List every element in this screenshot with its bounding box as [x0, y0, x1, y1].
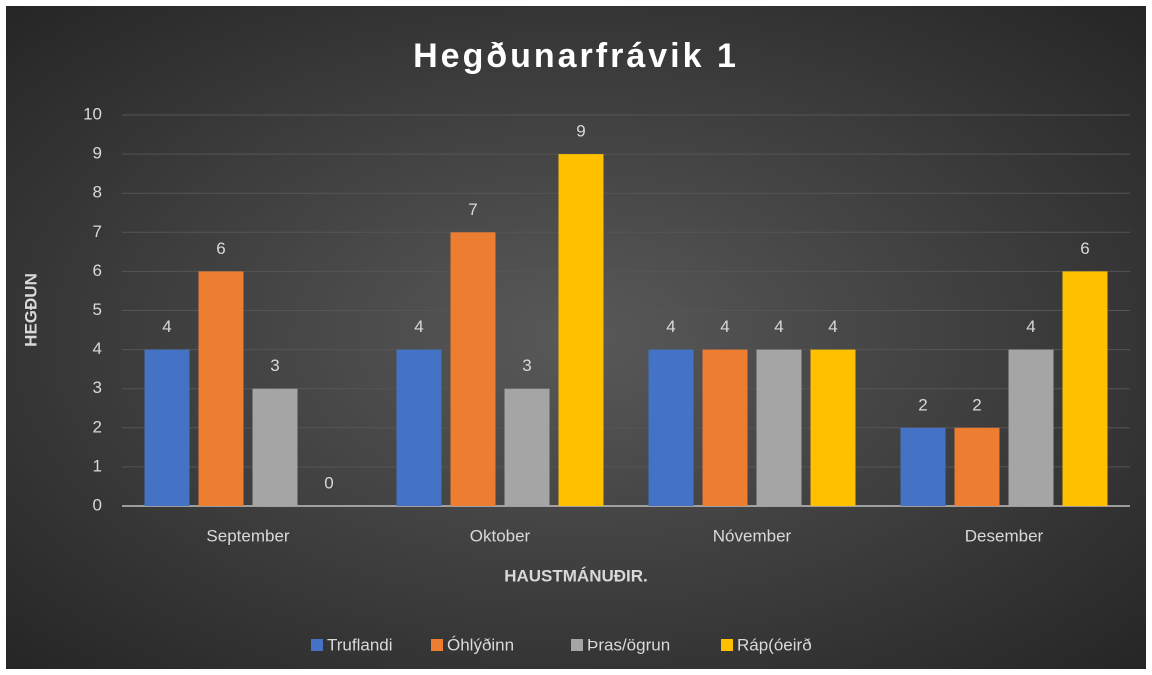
bar [558, 154, 604, 506]
y-tick-label: 10 [83, 104, 102, 123]
data-label: 4 [828, 317, 837, 336]
legend-label: Þras/ögrun [587, 635, 670, 654]
bar [198, 271, 244, 506]
legend-swatch [571, 639, 583, 651]
bar [396, 349, 442, 506]
x-tick-label: Oktober [470, 526, 531, 545]
data-label: 9 [576, 122, 585, 141]
data-label: 3 [522, 356, 531, 375]
y-tick-label: 0 [93, 495, 102, 514]
legend-swatch [311, 639, 323, 651]
data-label: 4 [162, 317, 171, 336]
legend-label: Óhlýðinn [447, 635, 514, 654]
bar [504, 388, 550, 506]
y-tick-label: 7 [93, 222, 102, 241]
data-label: 2 [972, 395, 981, 414]
y-tick-label: 4 [93, 339, 102, 358]
data-label: 6 [1080, 239, 1089, 258]
bar [648, 349, 694, 506]
y-tick-label: 9 [93, 144, 102, 163]
data-label: 7 [468, 200, 477, 219]
bar [810, 349, 856, 506]
bar [954, 427, 1000, 506]
bar [450, 232, 496, 507]
data-label: 4 [414, 317, 423, 336]
y-tick-label: 8 [93, 183, 102, 202]
y-tick-label: 3 [93, 378, 102, 397]
data-label: 4 [666, 317, 675, 336]
data-label: 4 [1026, 317, 1035, 336]
legend-swatch [721, 639, 733, 651]
bar [702, 349, 748, 506]
chart-title: Hegðunarfrávik 1 [413, 37, 739, 75]
data-label: 4 [720, 317, 729, 336]
x-axis-label: HAUSTMÁNUÐIR. [504, 566, 648, 585]
x-tick-label: Nóvember [713, 526, 792, 545]
bar [756, 349, 802, 506]
y-tick-label: 2 [93, 417, 102, 436]
bar [1008, 349, 1054, 506]
data-label: 3 [270, 356, 279, 375]
data-label: 0 [324, 473, 333, 492]
y-tick-label: 1 [93, 456, 102, 475]
y-tick-label: 5 [93, 300, 102, 319]
bar [144, 349, 190, 506]
y-tick-label: 6 [93, 261, 102, 280]
data-label: 6 [216, 239, 225, 258]
legend-label: Ráp(óeirð [737, 635, 812, 654]
data-label: 4 [774, 317, 783, 336]
legend-swatch [431, 639, 443, 651]
legend-label: Truflandi [327, 635, 393, 654]
bar [252, 388, 298, 506]
bar [1062, 271, 1108, 506]
data-label: 2 [918, 395, 927, 414]
x-tick-label: Desember [965, 526, 1044, 545]
x-tick-label: September [206, 526, 289, 545]
y-axis-label: HEGÐUN [21, 273, 40, 347]
bar [900, 427, 946, 506]
